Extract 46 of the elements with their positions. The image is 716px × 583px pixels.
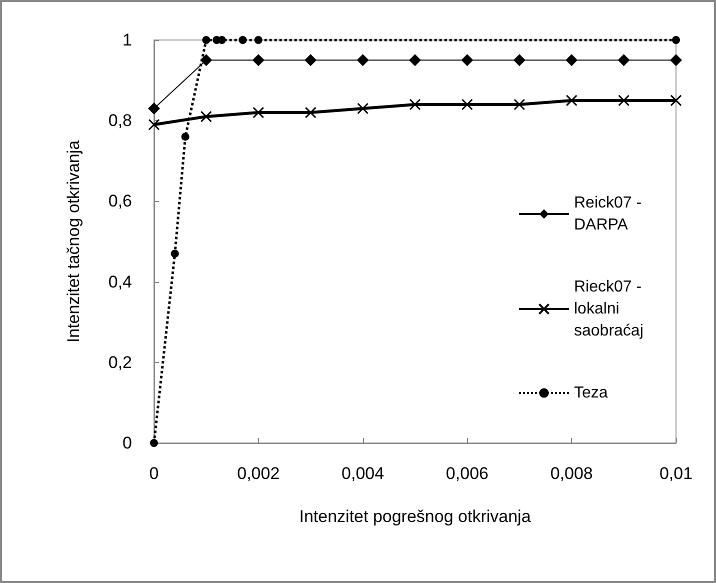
y-tick-label: 0,6 [108,192,132,211]
y-tick-label: 0,8 [108,111,132,130]
x-tick-label: 0 [149,464,159,483]
point [461,54,474,66]
point [148,102,160,115]
point [202,36,210,44]
point [356,54,369,66]
legend-label: Rieck07 - lokalni saobraćaj [574,278,646,340]
point [566,54,578,66]
point [618,94,630,106]
point [150,439,158,447]
point [357,102,369,114]
point [200,54,212,66]
point [200,110,212,122]
point [461,98,473,110]
point [181,132,190,141]
y-tick-label: 1 [122,30,132,50]
y-tick-label: 0 [122,434,132,452]
point [513,54,526,66]
x-tick-label: 0,002 [237,464,280,483]
point [514,98,526,110]
point [670,54,682,66]
point [670,94,682,106]
legend-label: Reick07 - DARPA [574,194,646,234]
point [618,54,630,66]
x-tick-label: 0,008 [550,464,593,483]
x-tick-label: 0,01 [659,464,693,483]
y-axis-title: Intenzitet tačnog otkrivanja [64,140,83,343]
point [304,54,317,66]
point [566,94,578,106]
point [238,36,247,44]
x-axis-title: Intenzitet pogrešnog otkrivanja [299,507,532,526]
point [252,54,264,66]
point [672,36,680,44]
x-tick-label: 0,006 [446,464,488,483]
point [170,250,179,258]
y-tick-label: 0,2 [108,352,132,372]
legend-label: Teza [574,384,608,402]
point [409,98,421,110]
point [409,54,421,66]
point [252,106,264,118]
y-tick-label: 0,4 [108,272,132,292]
point [148,118,160,130]
point [304,106,316,118]
point [254,36,262,44]
x-tick-label: 0,004 [342,464,384,483]
